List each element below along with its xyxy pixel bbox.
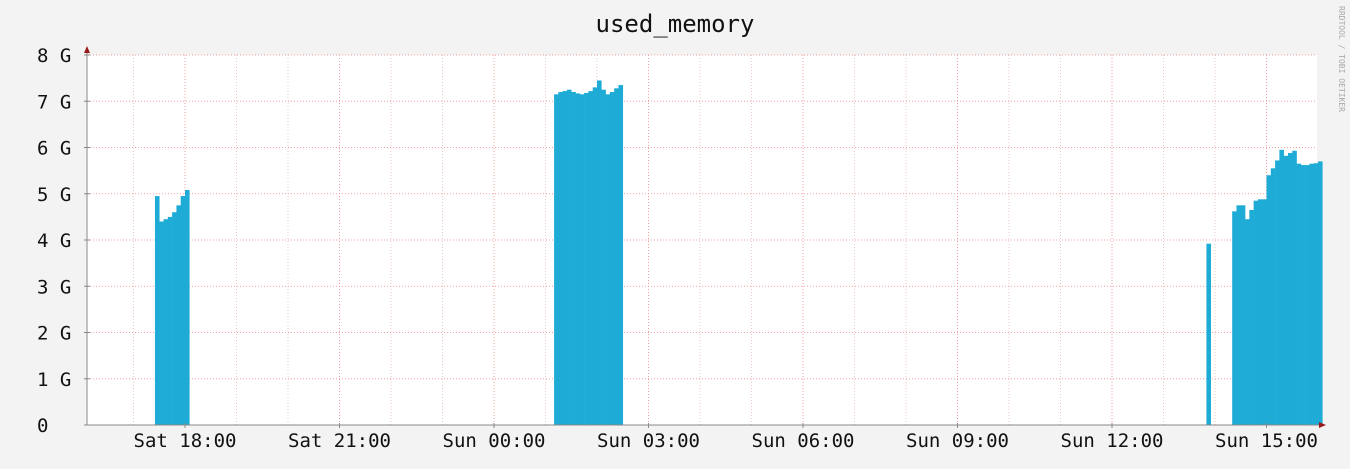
data-bar (1245, 219, 1250, 425)
data-bar (1292, 150, 1297, 426)
data-bar (588, 91, 594, 425)
x-tick-label: Sun 15:00 (1215, 430, 1318, 452)
data-bar (1270, 168, 1276, 425)
watermark: RRDTOOL / TOBI OETIKER (1337, 6, 1346, 112)
x-tick-label: Sun 12:00 (1061, 430, 1164, 452)
data-bar (1279, 149, 1284, 425)
data-bar (1275, 160, 1280, 425)
data-bar (571, 92, 576, 425)
bars (154, 80, 1323, 426)
y-tick-label: 7 G (37, 91, 71, 113)
data-bar (185, 190, 190, 425)
data-bar (1232, 211, 1237, 425)
x-tick-label: Sat 21:00 (288, 430, 391, 452)
data-bar (1309, 163, 1315, 425)
data-bar (154, 196, 160, 425)
data-bar (1253, 200, 1259, 425)
y-tick-label: 2 G (37, 323, 71, 345)
data-bar (614, 88, 619, 426)
axes (84, 46, 1326, 428)
data-bar (176, 205, 182, 425)
data-bar (609, 92, 615, 425)
grid (87, 54, 1317, 425)
data-bar (618, 85, 624, 425)
x-tick-label: Sun 00:00 (443, 430, 546, 452)
data-bar (579, 94, 585, 425)
data-bar (1300, 165, 1306, 425)
data-bar (1206, 243, 1212, 425)
y-tick-label: 3 G (37, 276, 71, 298)
x-tick-label: Sun 03:00 (597, 430, 700, 452)
data-bar (1305, 165, 1310, 425)
data-bar (1313, 163, 1319, 425)
x-tick-label: Sat 18:00 (134, 430, 237, 452)
data-bar (1240, 205, 1246, 425)
data-bar (172, 212, 177, 425)
data-bar (584, 92, 589, 426)
data-bar (1257, 199, 1263, 425)
data-bar (163, 219, 169, 425)
y-tick-label: 8 G (37, 45, 71, 67)
y-tick-label: 0 (37, 415, 48, 437)
data-bar (1318, 161, 1323, 426)
data-bar (592, 87, 598, 426)
x-tick-label: Sun 06:00 (752, 430, 855, 452)
data-bar (605, 94, 611, 425)
y-axis-arrow (84, 46, 90, 53)
data-bar (1287, 153, 1293, 426)
data-bar (597, 80, 602, 425)
data-bar (601, 89, 606, 425)
data-bar (575, 93, 581, 425)
data-bar (1296, 163, 1302, 425)
data-bar (562, 91, 568, 425)
data-bar (1283, 155, 1289, 425)
tick-labels: Sat 18:00 Sat 21:00 Sun 00:00 Sun 03:00 Sun … (37, 45, 1318, 452)
data-bar (1262, 199, 1267, 425)
data-bar (566, 89, 572, 425)
y-tick-label: 4 G (37, 230, 71, 252)
data-bar (167, 216, 173, 426)
y-tick-label: 1 G (37, 369, 71, 391)
chart-title: used_memory (596, 10, 755, 38)
data-bar (1266, 175, 1272, 425)
data-bar (1249, 209, 1254, 425)
data-bar (1236, 205, 1242, 425)
y-tick-label: 6 G (37, 138, 71, 160)
x-axis-arrow (1319, 422, 1326, 428)
data-bar (558, 92, 563, 425)
data-bar (159, 221, 164, 425)
data-bar (180, 196, 186, 425)
data-bar (554, 94, 559, 425)
y-tick-label: 5 G (37, 184, 71, 206)
x-tick-label: Sun 09:00 (906, 430, 1009, 452)
